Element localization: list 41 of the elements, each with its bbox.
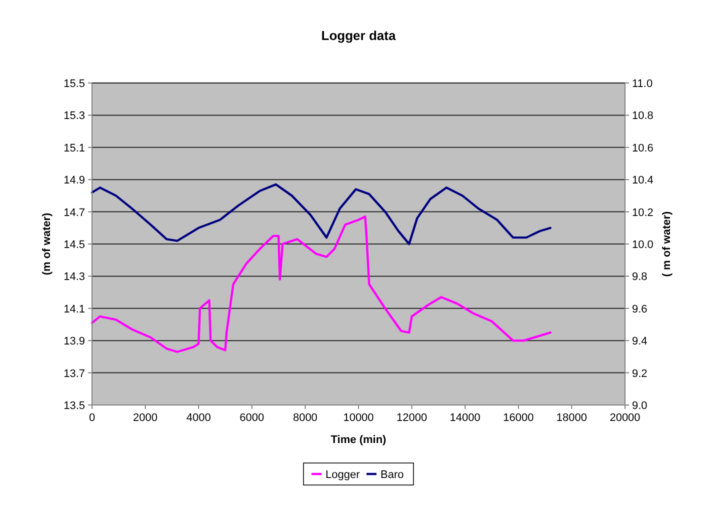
y-tick-label: 15.1 xyxy=(64,142,85,154)
line-series xyxy=(90,216,552,353)
x-tick-label: 12000 xyxy=(396,412,428,424)
x-tick-label: 0 xyxy=(88,412,96,424)
y2-tick-label: 10.8 xyxy=(632,110,654,122)
y-tick-label: 15.3 xyxy=(64,110,85,122)
x-tick-label: 8000 xyxy=(292,412,318,424)
y-tick-label: 15.5 xyxy=(64,78,85,90)
y2-tick-label: 9.0 xyxy=(632,400,648,412)
y-tick-label: 13.9 xyxy=(64,336,85,348)
y-axis-title: (m of water) xyxy=(41,212,53,276)
x-tick-label: 2000 xyxy=(133,412,158,424)
y-tick-label: 13.5 xyxy=(64,400,85,412)
x-tick-label: 10000 xyxy=(343,412,374,424)
chart-title: Logger data xyxy=(321,28,396,43)
legend-label: Baro xyxy=(380,469,404,481)
y-tick-label: 14.1 xyxy=(64,303,85,316)
y2-tick-label: 11.0 xyxy=(632,78,653,90)
y2-tick-label: 10.0 xyxy=(632,239,654,251)
y-tick-label: 14.7 xyxy=(64,206,85,219)
y-tick-label: 13.7 xyxy=(64,368,85,380)
x-axis-title: Time (min) xyxy=(330,434,387,446)
y-tick-label: 14.3 xyxy=(64,271,85,284)
y2-tick-label: 9.6 xyxy=(632,303,648,316)
y-tick-label: 14.9 xyxy=(64,174,85,187)
y2-tick-label: 9.4 xyxy=(632,336,648,348)
y2-tick-label: 9.2 xyxy=(632,368,648,380)
x-tick-label: 18000 xyxy=(556,412,587,424)
x-tick-label: 6000 xyxy=(240,412,264,424)
y2-tick-label: 10.6 xyxy=(632,142,654,154)
y2-tick-label: 10.4 xyxy=(632,174,654,187)
x-tick-label: 20000 xyxy=(610,412,640,424)
y-tick-label: 14.5 xyxy=(64,239,85,251)
x-tick-label: 4000 xyxy=(186,412,211,424)
y2-tick-label: 10.2 xyxy=(632,206,654,219)
y2-tick-label: 9.8 xyxy=(632,271,648,284)
y2-axis-title: ( m of water) xyxy=(661,210,673,277)
x-tick-label: 14000 xyxy=(450,412,480,424)
line-series xyxy=(90,183,552,246)
x-tick-label: 16000 xyxy=(503,412,534,424)
legend-label: Logger xyxy=(326,469,360,481)
